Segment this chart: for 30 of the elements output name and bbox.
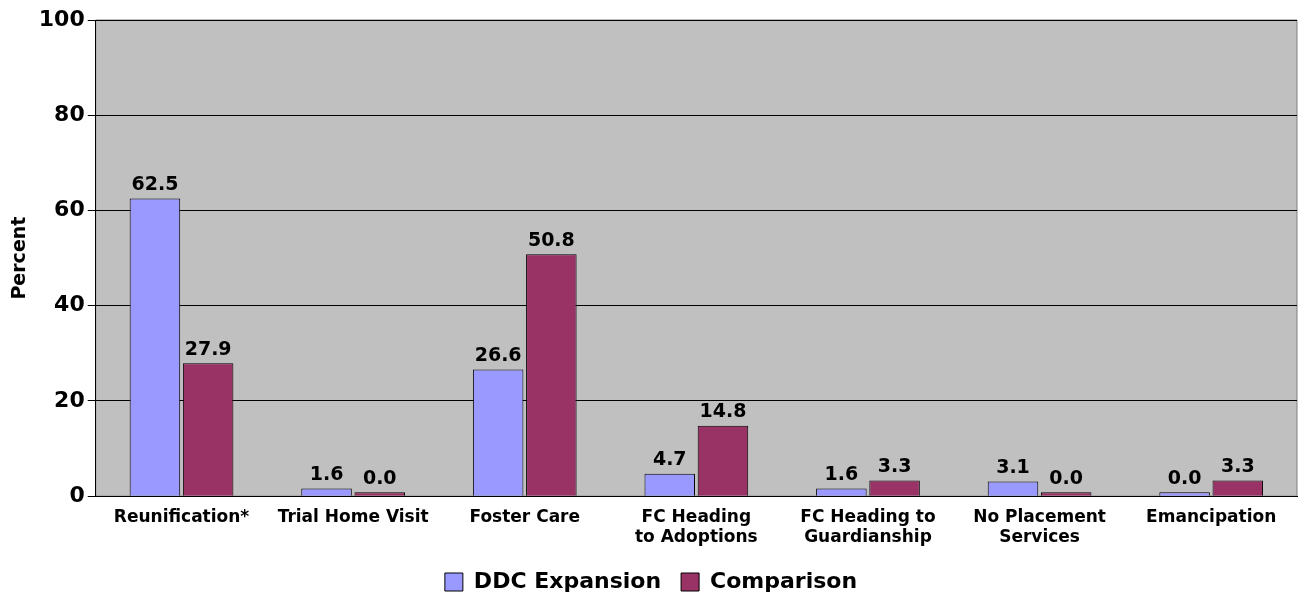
data-label: 0.0 [362, 465, 397, 488]
y-tick-label: 20 [54, 386, 85, 412]
x-tick-label: FC Heading to Guardianship [800, 505, 936, 547]
legend-label: Comparison [710, 567, 858, 593]
data-label: 62.5 [131, 172, 179, 195]
data-label: 0.0 [1167, 465, 1202, 488]
x-tick-label: FC Heading to Adoptions [634, 505, 758, 547]
x-tick-label: Foster Care [469, 505, 581, 526]
data-label: 14.8 [699, 399, 747, 422]
x-tick-label: Reunification* [113, 505, 250, 526]
data-label: 26.6 [474, 342, 522, 365]
x-tick-label: Emancipation [1146, 505, 1277, 526]
x-tick-label: No Placement Services [973, 505, 1106, 547]
y-tick-label: 0 [69, 481, 85, 507]
y-tick-label: 100 [38, 5, 85, 31]
data-label: 0.0 [1049, 465, 1084, 488]
y-tick-label: 60 [54, 196, 85, 222]
data-label: 3.1 [996, 454, 1030, 477]
data-label: 50.8 [527, 227, 575, 250]
data-label: 1.6 [309, 462, 344, 485]
data-label: 4.7 [652, 447, 687, 470]
data-label: 1.6 [824, 462, 859, 485]
y-tick-label: 40 [54, 291, 85, 317]
x-tick-label: Trial Home Visit [277, 505, 429, 526]
legend-label: DDC Expansion [473, 567, 662, 593]
y-tick-label: 80 [54, 100, 85, 126]
y-axis-title: Percent [7, 216, 30, 300]
data-label: 3.3 [877, 453, 912, 476]
data-label: 27.9 [184, 336, 232, 359]
data-label: 3.3 [1220, 453, 1255, 476]
